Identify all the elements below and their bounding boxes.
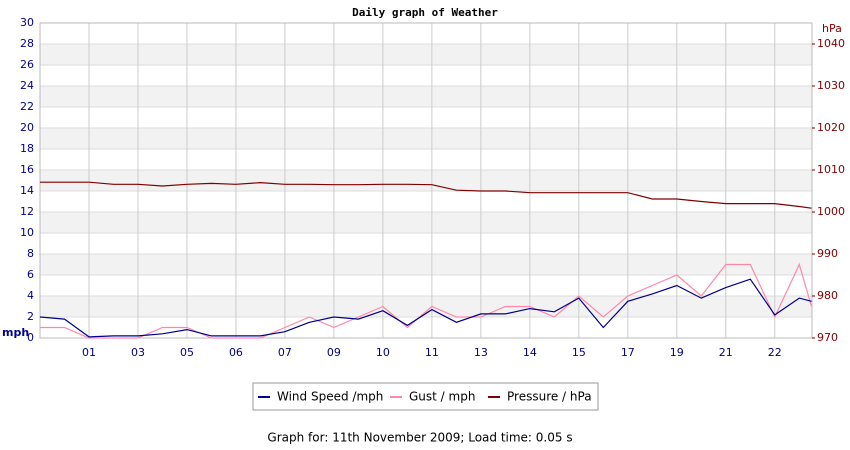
series-line — [39, 278, 812, 338]
y-tick-label: 10 — [20, 226, 34, 239]
y2-axis-label: hPa — [822, 22, 842, 35]
y-tick-label: 4 — [27, 289, 34, 302]
plot-background — [39, 22, 813, 339]
plot-frame — [39, 22, 813, 339]
x-tick-label: 01 — [82, 346, 96, 359]
x-tick-label: 09 — [327, 346, 341, 359]
y2-tick-label: 970 — [817, 331, 838, 344]
y2-tick-label: 1010 — [817, 163, 845, 176]
y-tick-label: 16 — [20, 163, 34, 176]
x-tick-label: 13 — [474, 346, 488, 359]
y-tick-label: 14 — [20, 184, 34, 197]
series-line — [40, 262, 813, 339]
grid-band — [40, 86, 812, 107]
y-tick-label: 20 — [20, 121, 34, 134]
grid-band — [40, 212, 812, 233]
y2-tick-label: 1000 — [817, 205, 845, 218]
x-tick-label: 14 — [523, 346, 537, 359]
y-axis-label: mph — [2, 326, 29, 339]
y2-tick-label: 1020 — [817, 121, 845, 134]
x-tick-label: 21 — [719, 346, 733, 359]
y-tick-label: 30 — [20, 16, 34, 29]
y-tick-label: 6 — [27, 268, 34, 281]
x-tick-label: 17 — [621, 346, 635, 359]
x-tick-label: 19 — [670, 346, 684, 359]
x-tick-label: 22 — [768, 346, 782, 359]
y2-tick-label: 990 — [817, 247, 838, 260]
x-tick-label: 11 — [425, 346, 439, 359]
x-tick-label: 15 — [572, 346, 586, 359]
y-tick-label: 28 — [20, 37, 34, 50]
grid-band — [40, 296, 812, 317]
y2-tick-label: 980 — [817, 289, 838, 302]
x-tick-label: 05 — [180, 346, 194, 359]
x-tick-label: 10 — [376, 346, 390, 359]
y2-tick-label: 1040 — [817, 37, 845, 50]
y-tick-label: 26 — [20, 58, 34, 71]
x-tick-label: 06 — [229, 346, 243, 359]
grid-band — [40, 128, 812, 149]
legend-label: Wind Speed /mph — [277, 390, 383, 404]
grid-band — [40, 44, 812, 65]
y-tick-label: 2 — [27, 310, 34, 323]
legend-label: Pressure / hPa — [507, 390, 592, 404]
x-tick-label: 07 — [278, 346, 292, 359]
y-tick-label: 12 — [20, 205, 34, 218]
y-tick-label: 0 — [27, 331, 34, 344]
chart-title: Daily graph of Weather — [352, 6, 498, 19]
series-line — [40, 181, 812, 209]
legend-label: Gust / mph — [409, 390, 475, 404]
y-tick-label: 8 — [27, 247, 34, 260]
x-tick-label: 03 — [131, 346, 145, 359]
y2-tick-label: 1030 — [817, 79, 845, 92]
y-tick-label: 24 — [20, 79, 34, 92]
legend-box — [252, 382, 599, 411]
footer: Graph for: 11th November 2009; Load time… — [267, 431, 572, 445]
grid-band — [40, 170, 812, 191]
y-tick-label: 18 — [20, 142, 34, 155]
grid-band — [40, 254, 812, 275]
y-tick-label: 22 — [20, 100, 34, 113]
